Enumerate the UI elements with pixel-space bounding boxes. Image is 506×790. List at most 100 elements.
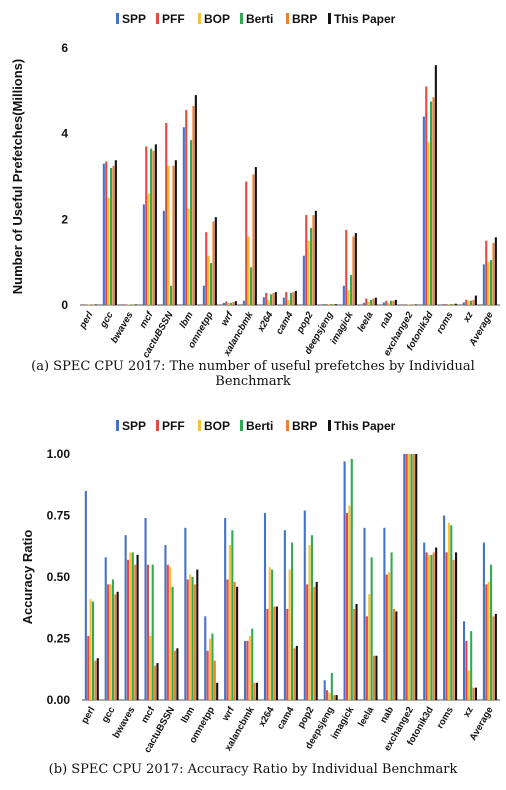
bar-berti-x264 [271,569,274,700]
bar-spp-exchange2 [402,304,405,305]
bar-this-paper-lbm [196,569,199,700]
x-tick-label-nab: nab [378,310,396,330]
bar-spp-bwaves [122,304,125,305]
x-tick-label-gcc: gcc [100,705,118,725]
bar-brp-nab [392,300,395,305]
legend-swatch-this-paper [328,420,331,431]
bar-spp-fotonik3d [423,542,426,700]
bar-pff-omnetpp [205,232,208,305]
bar-berti-average [490,260,493,305]
bar-this-paper-imagick [354,233,357,305]
bar-bop-omnetpp [208,638,212,700]
bar-bop-deepsjeng [327,304,330,305]
bar-pff-roms [445,304,448,305]
bar-berti-roms [450,304,453,305]
bar-berti-imagick [350,458,353,700]
bar-pff-fotonik3d [425,86,428,305]
bar-pff-xz [465,299,468,305]
bar-bop-average [487,262,490,305]
bar-bop-lbm [189,574,192,700]
bar-spp-nab [382,302,385,305]
y-axis-label-1: Number of Useful Prefetches(Millions) [10,59,25,294]
bar-brp-lbm [193,584,196,700]
bar-berti-leela [370,299,373,305]
bar-brp-leela [373,655,376,700]
x-tick-label-xz: xz [461,310,476,325]
bar-berti-perl [91,601,95,700]
bar-berti-fotonik3d [430,554,433,700]
bar-pff-deepsjeng [326,690,329,700]
bar-brp-xalancbmk [253,682,256,700]
bar-bop-perl [89,599,92,700]
bar-spp-mcf [142,204,145,305]
bar-pff-average [485,240,488,305]
bar-pff-cactubssn [165,122,168,305]
bar-berti-xalancbmk [250,267,253,305]
x-tick-label-lbm: lbm [179,705,197,725]
legend-swatch-pff [156,420,159,431]
bar-this-paper-leela [375,655,378,700]
bar-spp-cam4 [282,297,285,305]
bar-brp-cam4 [292,292,295,305]
bar-spp-lbm [182,127,185,305]
bar-this-paper-perl [94,304,97,305]
bar-bop-gcc [109,584,112,700]
bar-this-paper-fotonik3d [435,547,438,700]
bar-bop-exchange2 [407,304,410,305]
bar-brp-xz [472,299,475,305]
bar-bop-x264 [268,567,271,700]
bar-brp-pop2 [313,586,316,700]
bar-spp-wrf [224,517,227,700]
bar-pff-xz [465,640,468,700]
bar-this-paper-gcc [116,591,119,700]
bar-this-paper-bwaves [136,554,139,700]
bar-spp-gcc [102,163,105,305]
legend-label-brp: BRP [292,12,317,26]
bar-brp-fotonik3d [432,97,435,305]
bar-berti-xalancbmk [251,628,254,700]
bar-berti-exchange2 [410,454,413,700]
bar-pff-bwaves [125,304,128,305]
bar-berti-lbm [191,577,194,700]
bar-berti-cactubssn [171,586,174,700]
bar-pff-omnetpp [206,650,209,700]
y-tick-label: 0.00 [47,693,71,707]
bar-this-paper-deepsjeng [335,695,338,700]
bar-berti-exchange2 [410,304,413,305]
bar-spp-perl [84,490,87,700]
bar-berti-mcf [151,564,154,700]
bar-bop-mcf [149,636,152,700]
bar-brp-fotonik3d [432,552,435,700]
x-tick-label-cam4: cam4 [274,309,296,336]
bar-bop-xalancbmk [248,636,251,700]
bar-this-paper-wrf [234,301,237,305]
bar-bop-fotonik3d [427,142,430,305]
bar-bop-nab [387,302,390,305]
bar-spp-mcf [144,517,147,700]
y-tick-label: 0.50 [47,570,71,584]
legend-swatch-bop [198,420,201,431]
bar-this-paper-nab [394,299,397,305]
bar-pff-gcc [105,161,108,305]
bar-brp-average [492,616,495,700]
bar-this-paper-xalancbmk [255,682,259,700]
bar-spp-pop2 [302,255,305,305]
bar-spp-wrf [222,302,225,305]
bar-berti-imagick [350,275,353,305]
bar-berti-perl [90,304,93,305]
x-tick-label-wrf: wrf [219,309,236,328]
legend-swatch-bop [198,13,201,24]
bar-berti-fotonik3d [430,101,433,306]
bar-brp-roms [452,304,455,305]
bar-this-paper-nab [395,611,398,700]
legend-label-this-paper: This Paper [334,12,396,26]
bar-this-paper-average [494,613,497,700]
bar-pff-exchange2 [405,454,408,700]
bar-bop-perl [87,304,90,305]
legend-label-spp: SPP [122,12,146,26]
legend-swatch-spp [116,420,119,431]
x-tick-label-wrf: wrf [220,704,238,723]
bar-brp-wrf [232,302,235,305]
bar-bop-roms [447,522,450,700]
bar-bop-bwaves [129,552,132,700]
